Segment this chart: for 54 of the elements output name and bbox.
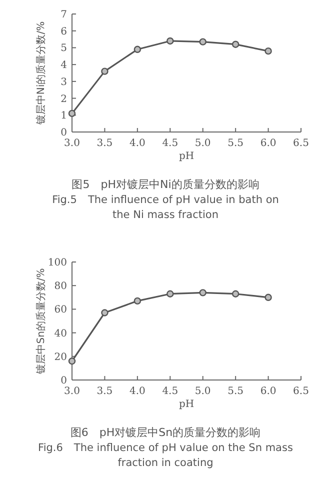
- point: [101, 309, 108, 316]
- x-tick-label: 3.0: [64, 138, 80, 149]
- y-tick-label: 0: [60, 376, 67, 386]
- x-tick-label: 3.0: [64, 386, 80, 397]
- y-tick-label: 40: [54, 328, 67, 340]
- x-tick-label: 5.5: [228, 386, 244, 397]
- x-tick-label: 6.0: [260, 386, 276, 397]
- y-tick-label: 4: [60, 60, 67, 72]
- y-tick-label: 60: [54, 304, 67, 316]
- x-tick-label: 6.0: [260, 138, 276, 149]
- x-tick-label: 3.5: [96, 138, 113, 149]
- point: [199, 38, 206, 46]
- x-tick-label: 4.5: [162, 386, 178, 397]
- x-tick-label: 6.5: [293, 138, 309, 149]
- point: [264, 294, 272, 301]
- y-tick-label: 2: [60, 94, 67, 105]
- point: [232, 290, 240, 298]
- point: [199, 289, 206, 296]
- text: the Ni mass fraction: [112, 209, 218, 221]
- x-tick-label: 4.5: [162, 138, 178, 149]
- y-tick-label: 0: [60, 128, 67, 138]
- y-tick-label: 3: [60, 76, 67, 88]
- text: fraction in coating: [118, 457, 214, 469]
- point: [134, 297, 142, 305]
- point: [101, 68, 108, 75]
- y-tick-label: 20: [54, 352, 67, 363]
- caption: Fig.6 The influence of pH value on the Sn mass: [38, 442, 293, 454]
- point: [232, 40, 240, 48]
- y-tick-label: 100: [48, 258, 67, 268]
- x-tick-label: 4.0: [129, 386, 146, 397]
- y-tick-label: 7: [60, 10, 67, 20]
- x-tick-label: 5.0: [194, 386, 211, 397]
- y-tick-label: 80: [54, 281, 67, 292]
- caption: 图6 pH对镀层中Sn的质量分数的影响: [70, 426, 261, 439]
- y-tick-label: 6: [60, 26, 67, 38]
- point: [134, 46, 142, 53]
- point: [68, 110, 76, 118]
- caption: Fig.5 The influence of pH value in bath on: [52, 194, 279, 206]
- x-axis-title: pH: [178, 151, 194, 162]
- point: [166, 290, 174, 298]
- y-axis-title: 镀层中Ni的质量分数/%: [35, 21, 47, 126]
- y-axis-title: 镀层中Sn的质量分数/%: [35, 268, 47, 375]
- x-tick-label: 6.5: [293, 386, 309, 397]
- point: [68, 358, 76, 365]
- caption: 图5 pH对镀层中Ni的质量分数的影响: [72, 178, 260, 191]
- x-tick-label: 3.5: [96, 386, 113, 397]
- point: [264, 47, 272, 55]
- x-tick-label: 5.0: [194, 138, 211, 149]
- y-tick-label: 5: [60, 43, 67, 54]
- x-tick-label: 4.0: [129, 138, 146, 149]
- x-tick-label: 5.5: [228, 138, 244, 149]
- x-axis-title: pH: [178, 399, 194, 410]
- point: [166, 37, 174, 45]
- y-tick-label: 1: [60, 110, 67, 122]
